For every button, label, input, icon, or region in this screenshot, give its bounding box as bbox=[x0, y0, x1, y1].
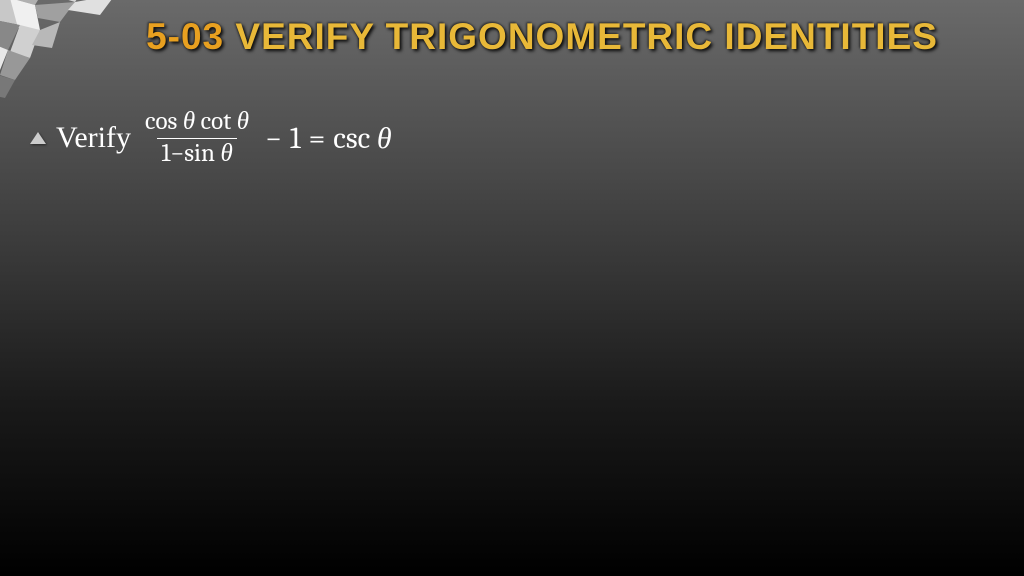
denominator: 1−sin θ bbox=[157, 138, 236, 169]
title-text: Verify Trigonometric Identities bbox=[235, 16, 938, 57]
content-line: Verify cos θ cot θ 1−sin θ − 1 = csc θ bbox=[30, 108, 392, 169]
bullet-icon bbox=[30, 132, 46, 144]
rhs-func: csc bbox=[333, 121, 370, 156]
numerator: cos θ cot θ bbox=[141, 108, 253, 138]
rhs-theta: θ bbox=[377, 121, 392, 156]
slide: 5-03 Verify Trigonometric Identities Ver… bbox=[0, 0, 1024, 576]
fraction: cos θ cot θ 1−sin θ bbox=[141, 108, 253, 169]
slide-title: 5-03 Verify Trigonometric Identities bbox=[0, 16, 1024, 58]
minus-op: − bbox=[265, 121, 282, 156]
one-val: 1 bbox=[290, 121, 301, 156]
equals-op: = bbox=[309, 121, 326, 156]
title-number: 5-03 bbox=[146, 16, 224, 57]
verify-label: Verify bbox=[56, 121, 131, 155]
equation: cos θ cot θ 1−sin θ − 1 = csc θ bbox=[137, 108, 392, 169]
